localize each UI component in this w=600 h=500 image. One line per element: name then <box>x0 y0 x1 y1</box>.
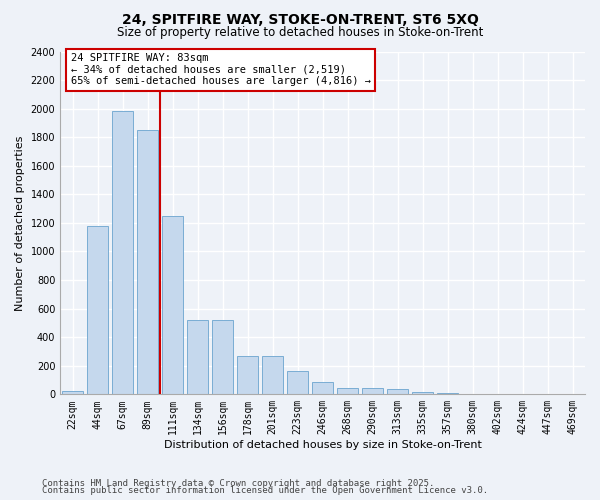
Bar <box>87 226 108 394</box>
Bar <box>162 216 183 394</box>
Bar <box>262 356 283 395</box>
Bar <box>387 390 408 394</box>
Bar <box>437 393 458 394</box>
Bar <box>137 130 158 394</box>
Bar <box>412 392 433 394</box>
Bar <box>62 391 83 394</box>
Bar <box>362 388 383 394</box>
Text: 24, SPITFIRE WAY, STOKE-ON-TRENT, ST6 5XQ: 24, SPITFIRE WAY, STOKE-ON-TRENT, ST6 5X… <box>122 12 478 26</box>
Text: Contains HM Land Registry data © Crown copyright and database right 2025.: Contains HM Land Registry data © Crown c… <box>42 478 434 488</box>
Bar <box>237 356 258 395</box>
Text: Contains public sector information licensed under the Open Government Licence v3: Contains public sector information licen… <box>42 486 488 495</box>
Y-axis label: Number of detached properties: Number of detached properties <box>15 135 25 310</box>
Bar <box>337 388 358 394</box>
Bar <box>112 112 133 395</box>
Bar <box>312 382 333 394</box>
Bar <box>212 320 233 394</box>
Bar <box>287 372 308 394</box>
Text: 24 SPITFIRE WAY: 83sqm
← 34% of detached houses are smaller (2,519)
65% of semi-: 24 SPITFIRE WAY: 83sqm ← 34% of detached… <box>71 53 371 86</box>
Bar <box>187 320 208 394</box>
Text: Size of property relative to detached houses in Stoke-on-Trent: Size of property relative to detached ho… <box>117 26 483 39</box>
X-axis label: Distribution of detached houses by size in Stoke-on-Trent: Distribution of detached houses by size … <box>164 440 482 450</box>
